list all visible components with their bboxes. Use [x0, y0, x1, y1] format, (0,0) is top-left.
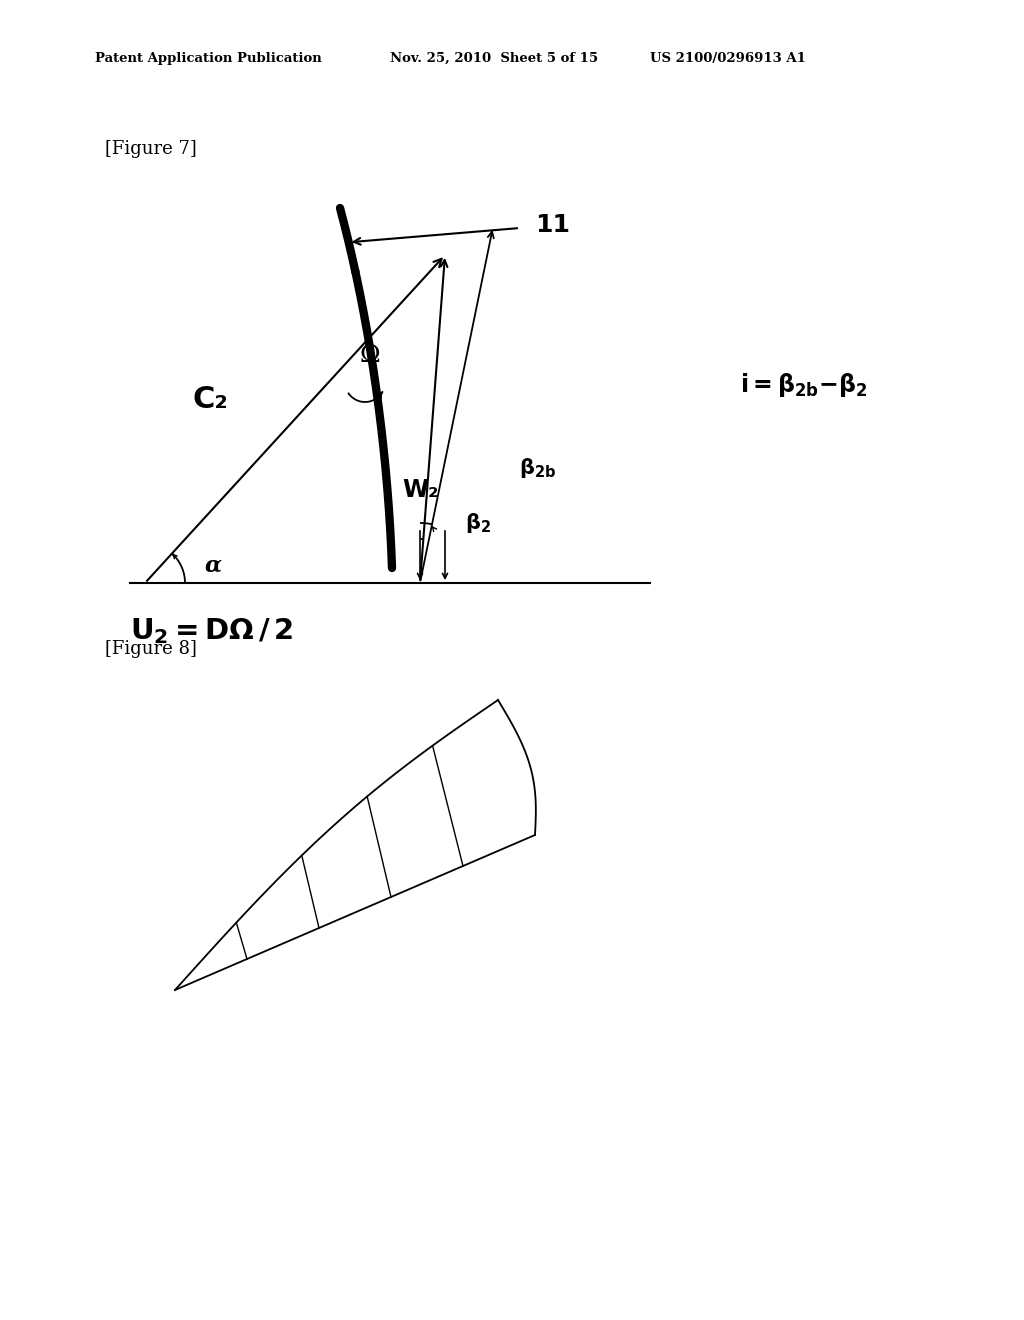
- Text: Ω: Ω: [359, 343, 380, 367]
- Text: C₂: C₂: [193, 385, 228, 414]
- Text: $\mathbf{i{=}\beta_{2b}{-}\beta_2}$: $\mathbf{i{=}\beta_{2b}{-}\beta_2}$: [740, 371, 867, 399]
- Text: $\mathbf{U_2{=}D\Omega\,/\,2}$: $\mathbf{U_2{=}D\Omega\,/\,2}$: [130, 616, 293, 645]
- Text: $\mathbf{\beta_2}$: $\mathbf{\beta_2}$: [465, 511, 492, 535]
- Text: US 2100/0296913 A1: US 2100/0296913 A1: [650, 51, 806, 65]
- Text: [Figure 8]: [Figure 8]: [105, 640, 197, 657]
- Text: Patent Application Publication: Patent Application Publication: [95, 51, 322, 65]
- Text: Nov. 25, 2010  Sheet 5 of 15: Nov. 25, 2010 Sheet 5 of 15: [390, 51, 598, 65]
- Text: W₂: W₂: [401, 478, 438, 502]
- Text: α: α: [205, 554, 221, 576]
- Text: [Figure 7]: [Figure 7]: [105, 140, 197, 158]
- Text: 11: 11: [535, 213, 570, 238]
- Text: $\mathbf{\beta_{2b}}$: $\mathbf{\beta_{2b}}$: [519, 455, 557, 480]
